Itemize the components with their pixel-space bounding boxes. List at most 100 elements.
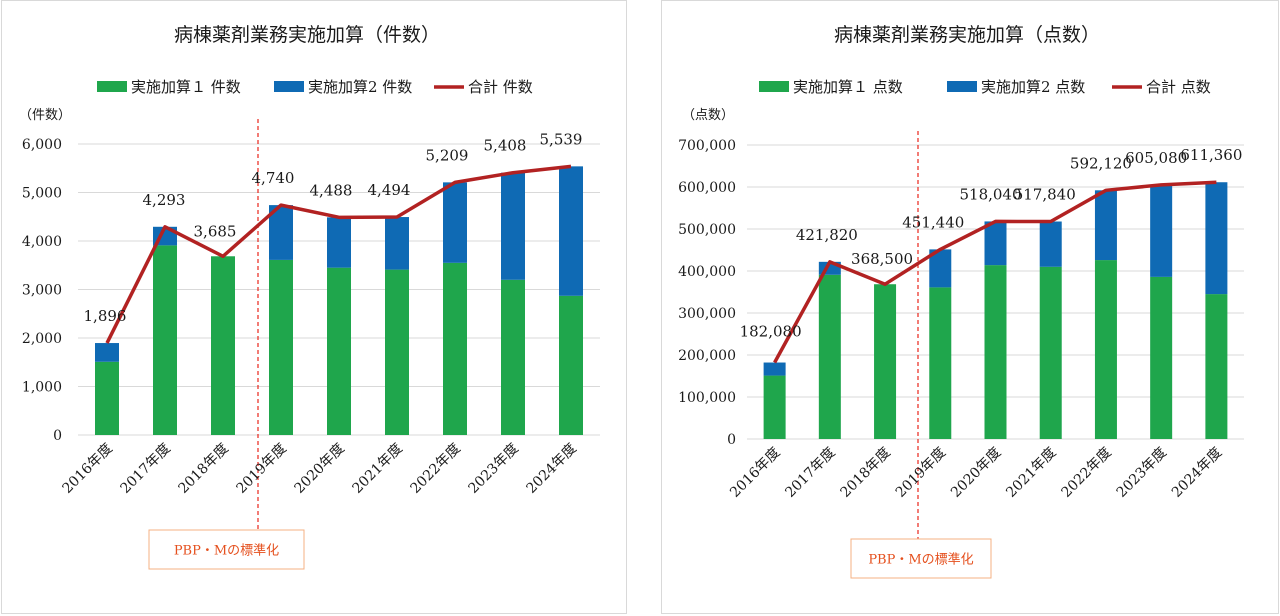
legend-label-3: 合計 件数 <box>468 78 533 96</box>
y-tick-label: 1,000 <box>22 380 62 396</box>
x-tick-label: 2018年度 <box>176 441 232 497</box>
bar-1-2023年度 <box>1150 276 1173 439</box>
bar-1-2019年度 <box>929 287 952 439</box>
y-tick-label: 400,000 <box>678 264 736 280</box>
bar-2-2022年度 <box>1094 190 1117 261</box>
y-tick-label: 4,000 <box>22 234 62 250</box>
chart-points-svg: 病棟薬剤業務実施加算（点数） 実施加算１ 点数 実施加算2 点数 合計 点数 （点数） 0… <box>678 24 1244 579</box>
x-tick-label: 2023年度 <box>466 441 522 497</box>
bar-2-2023年度 <box>501 172 525 280</box>
legend-label-1: 実施加算１ 件数 <box>131 78 241 96</box>
bar-2-2022年度 <box>443 182 467 263</box>
y-unit-label: （件数） <box>19 108 71 123</box>
legend-swatch-1 <box>97 81 127 92</box>
x-tick-label: 2020年度 <box>292 441 348 497</box>
y-tick-label: 500,000 <box>678 222 736 238</box>
total-line <box>773 180 1217 364</box>
data-label-2022年度: 5,209 <box>426 146 469 164</box>
bar-2-2016年度 <box>763 362 786 376</box>
legend-swatch-2 <box>947 81 977 92</box>
data-label-2022年度: 592,120 <box>1070 154 1132 172</box>
x-tick-label: 2021年度 <box>1003 445 1059 501</box>
bar-1-2024年度 <box>559 295 583 435</box>
bar-1-2023年度 <box>501 279 525 435</box>
x-tick-label: 2021年度 <box>350 441 406 497</box>
x-tick-label: 2022年度 <box>408 441 464 497</box>
bar-1-2022年度 <box>1094 260 1117 439</box>
bar-1-2017年度 <box>818 274 841 439</box>
data-label-2023年度: 605,080 <box>1125 149 1187 167</box>
bar-1-2016年度 <box>95 361 119 435</box>
bar-1-2020年度 <box>984 265 1007 439</box>
data-label-2021年度: 4,494 <box>368 181 411 199</box>
data-label-2018年度: 3,685 <box>194 222 237 240</box>
legend-label-1: 実施加算１ 点数 <box>793 78 903 96</box>
data-label-2019年度: 4,740 <box>252 169 295 187</box>
data-label-2020年度: 4,488 <box>310 181 353 199</box>
bar-1-2016年度 <box>763 375 786 439</box>
legend-label-2: 実施加算2 件数 <box>308 78 412 96</box>
bar-1-2021年度 <box>385 269 409 435</box>
data-label-2019年度: 451,440 <box>902 213 964 231</box>
x-tick-label: 2022年度 <box>1058 445 1114 501</box>
y-tick-label: 200,000 <box>678 348 736 364</box>
chart-title: 病棟薬剤業務実施加算（件数） <box>174 24 440 46</box>
chart-panel-count: 病棟薬剤業務実施加算（件数） 実施加算１ 件数 実施加算2 件数 合計 件数 （件数） 0… <box>1 0 627 614</box>
y-tick-label: 0 <box>727 432 736 448</box>
y-tick-label: 6,000 <box>22 137 62 153</box>
y-tick-label: 2,000 <box>22 331 62 347</box>
x-tick-label: 2016年度 <box>60 441 116 497</box>
bar-1-2018年度 <box>874 284 897 439</box>
x-tick-label: 2019年度 <box>893 445 949 501</box>
y-tick-label: 600,000 <box>678 180 736 196</box>
annotation-text: PBP・Mの標準化 <box>174 543 279 559</box>
x-tick-label: 2023年度 <box>1114 445 1170 501</box>
data-label-2016年度: 182,080 <box>740 323 802 341</box>
y-tick-label: 700,000 <box>678 138 736 154</box>
x-tick-label: 2017年度 <box>118 441 174 497</box>
bar-2-2021年度 <box>1039 221 1062 267</box>
y-tick-label: 300,000 <box>678 306 736 322</box>
data-label-2021年度: 517,840 <box>1014 186 1076 204</box>
data-label-2020年度: 518,040 <box>959 185 1021 203</box>
bar-2-2024年度 <box>1205 182 1228 295</box>
data-label-2024年度: 611,360 <box>1180 146 1242 164</box>
bar-1-2024年度 <box>1205 294 1228 439</box>
bar-1-2020年度 <box>327 267 351 435</box>
legend-swatch-2 <box>274 81 304 92</box>
annotation-box <box>850 538 992 579</box>
bar-2-2019年度 <box>929 249 952 288</box>
bar-2-2024年度 <box>559 166 583 296</box>
data-label-2016年度: 1,896 <box>84 307 127 325</box>
chart-count-svg: 病棟薬剤業務実施加算（件数） 実施加算１ 件数 実施加算2 件数 合計 件数 （件数） 0… <box>19 24 600 570</box>
bar-2-2021年度 <box>385 217 409 270</box>
y-tick-label: 5,000 <box>22 186 62 202</box>
bar-1-2021年度 <box>1039 266 1062 439</box>
bar-2-2020年度 <box>984 221 1007 266</box>
legend-label-2: 実施加算2 点数 <box>981 78 1085 96</box>
legend-swatch-1 <box>759 81 789 92</box>
bar-1-2018年度 <box>211 256 235 435</box>
data-label-2018年度: 368,500 <box>851 250 913 268</box>
chart-panel-points: 病棟薬剤業務実施加算（点数） 実施加算１ 点数 実施加算2 点数 合計 点数 （点数） 0… <box>661 0 1279 614</box>
data-label-2017年度: 421,820 <box>796 226 858 244</box>
x-tick-label: 2018年度 <box>838 445 894 501</box>
x-tick-label: 2024年度 <box>1169 445 1225 501</box>
data-label-2017年度: 4,293 <box>143 191 186 209</box>
bar-1-2017年度 <box>153 245 177 435</box>
total-line <box>105 164 572 344</box>
bar-2-2023年度 <box>1150 184 1173 277</box>
bar-2-2016年度 <box>95 343 119 362</box>
bar-1-2022年度 <box>443 262 467 435</box>
bar-1-2019年度 <box>269 259 293 435</box>
x-tick-label: 2024年度 <box>524 441 580 497</box>
x-tick-label: 2019年度 <box>234 441 290 497</box>
legend-label-3: 合計 点数 <box>1146 78 1211 96</box>
x-tick-label: 2020年度 <box>948 445 1004 501</box>
y-tick-label: 3,000 <box>22 283 62 299</box>
y-tick-label: 0 <box>53 428 62 444</box>
y-unit-label: （点数） <box>682 108 734 123</box>
bar-2-2020年度 <box>327 217 351 268</box>
data-label-2024年度: 5,539 <box>540 130 583 148</box>
data-label-2023年度: 5,408 <box>484 137 527 155</box>
